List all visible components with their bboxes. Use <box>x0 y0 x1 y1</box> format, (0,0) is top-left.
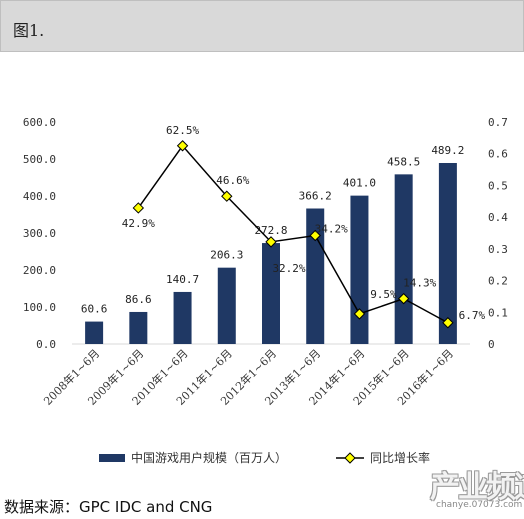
bar-value-label: 140.7 <box>166 273 199 286</box>
y-tick-label: 500.0 <box>23 153 56 166</box>
legend-line-marker <box>344 452 356 464</box>
growth-rate-marker <box>353 308 366 320</box>
legend-bar-label: 中国游戏用户规模（百万人） <box>131 450 287 465</box>
watermark-logo: 产业频道 chanye.07073.com <box>430 462 524 518</box>
bar <box>394 174 413 344</box>
growth-rate-marker <box>442 317 454 329</box>
bar-value-label: 489.2 <box>431 144 464 157</box>
bar <box>262 243 280 344</box>
bar-value-label: 366.2 <box>299 190 332 203</box>
bar <box>129 311 148 344</box>
bar-value-label: 60.6 <box>81 303 108 316</box>
figure-title: 图1. <box>13 21 45 40</box>
watermark-text: 产业频道 <box>430 470 524 505</box>
y2-tick-label: 0 <box>488 338 495 351</box>
bar-value-label: 206.3 <box>210 249 243 262</box>
growth-rate-label: 34.2% <box>315 223 348 236</box>
bar <box>438 162 457 344</box>
growth-rate-marker <box>397 292 410 305</box>
growth-rate-marker <box>176 140 189 152</box>
y2-tick-label: 0.1 <box>488 306 508 319</box>
growth-rate-marker <box>265 236 277 248</box>
y-tick-label: 200.0 <box>23 264 56 277</box>
y-tick-label: 100.0 <box>23 301 56 314</box>
watermark-url: chanye.07073.com <box>436 500 523 510</box>
growth-rate-label: 62.5% <box>166 124 199 137</box>
y2-tick-label: 0.5 <box>488 179 508 192</box>
growth-rate-line <box>137 144 449 324</box>
growth-rate-label: 32.2% <box>272 262 305 275</box>
data-source-note: 数据来源：GPC IDC and CNG <box>4 498 213 516</box>
growth-rate-marker <box>221 190 233 202</box>
growth-rate-marker <box>132 202 145 214</box>
y2-tick-label: 0.2 <box>488 275 508 288</box>
legend-bar-swatch <box>99 454 125 462</box>
bar-value-label: 401.0 <box>343 177 376 190</box>
y-tick-label: 600.0 <box>23 116 56 129</box>
y-tick-label: 300.0 <box>23 227 56 240</box>
y-tick-label: 400.0 <box>23 190 56 203</box>
y2-tick-label: 0.6 <box>488 148 508 161</box>
growth-rate-label: 9.5% <box>370 288 397 301</box>
y2-tick-label: 0.7 <box>488 116 508 129</box>
growth-rate-label: 6.7% <box>459 309 486 322</box>
bar <box>217 267 236 344</box>
bar-value-label: 458.5 <box>387 155 420 168</box>
legend-line-label: 同比增长率 <box>370 450 430 465</box>
bar <box>85 321 104 344</box>
growth-rate-label: 46.6% <box>216 174 249 187</box>
figure-header: 图1. <box>0 0 524 52</box>
growth-rate-marker <box>309 229 321 242</box>
bar <box>173 291 192 344</box>
growth-rate-label: 14.3% <box>403 277 436 290</box>
y-tick-label: 0.0 <box>36 338 56 351</box>
y2-tick-label: 0.4 <box>488 211 508 224</box>
bar-value-label: 86.6 <box>125 293 152 306</box>
bar <box>350 195 369 344</box>
growth-rate-label: 42.9% <box>122 217 155 230</box>
y2-tick-label: 0.3 <box>488 243 508 256</box>
